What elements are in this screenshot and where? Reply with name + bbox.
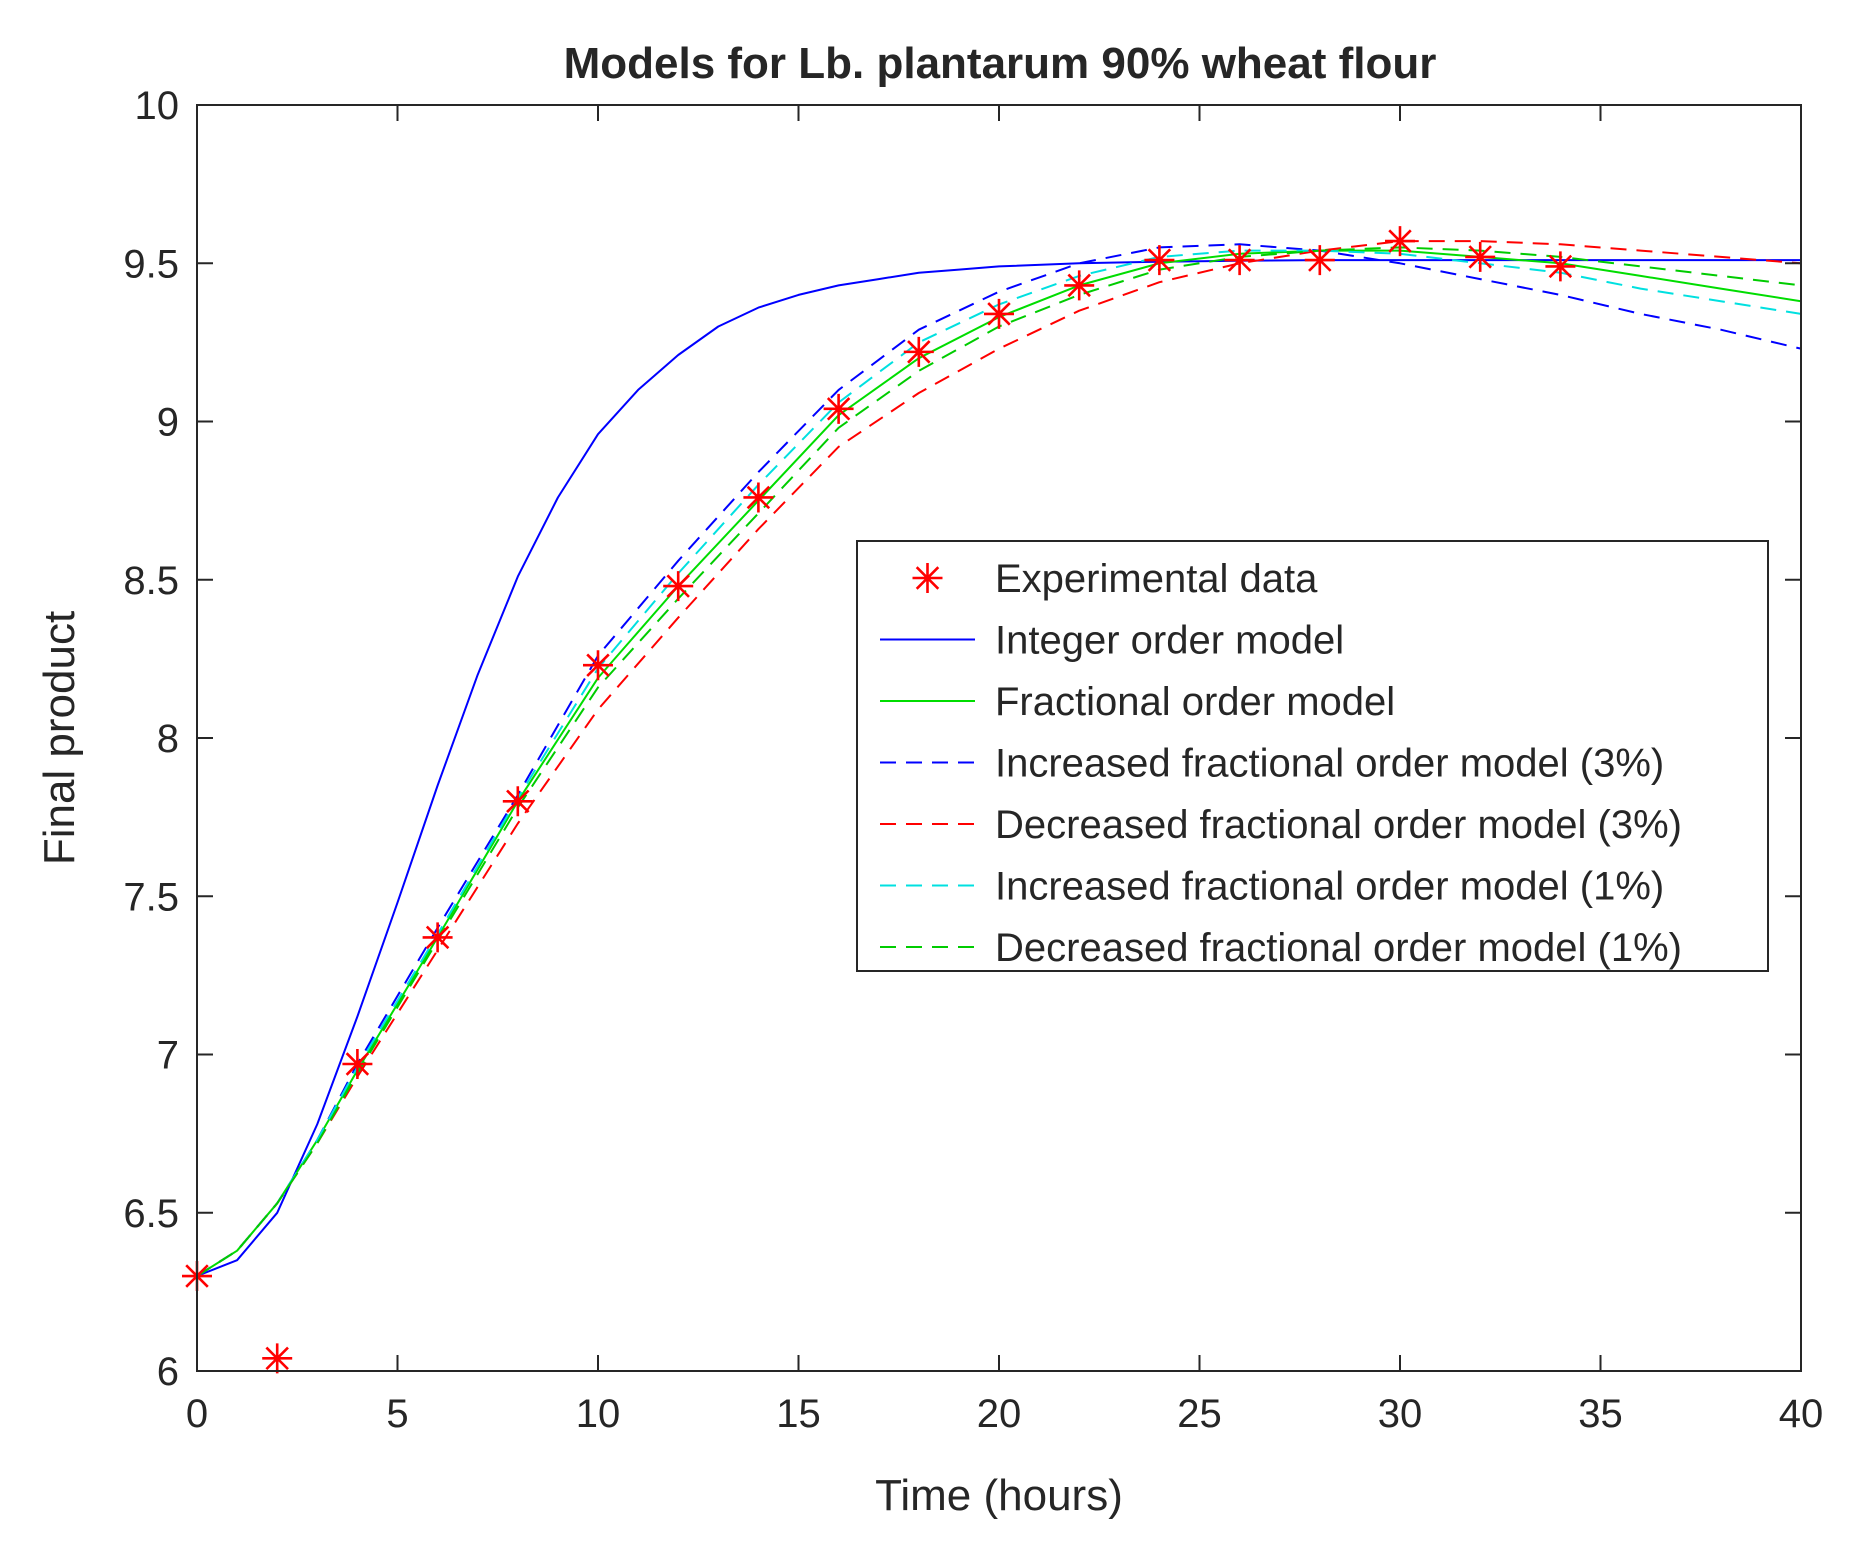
series-line-integer-order-model bbox=[197, 259, 1801, 1277]
legend: Experimental data Integer order model Frac… bbox=[856, 540, 1769, 972]
y-tick-label: 10 bbox=[135, 84, 180, 128]
legend-entry: Increased fractional order model (1%) bbox=[880, 865, 1664, 909]
legend-entry: Decreased fractional order model (1%) bbox=[880, 926, 1682, 970]
legend-label: Decreased fractional order model (1%) bbox=[995, 926, 1682, 970]
x-tick-label: 0 bbox=[186, 1392, 208, 1436]
data-point bbox=[342, 1048, 373, 1079]
data-point bbox=[583, 650, 613, 681]
tick-layer: 0 5 10 15 20 25 30 35 40 6 6.5 7 7.5 8 8.5 9 9.5 10 bbox=[123, 84, 1823, 1436]
data-point bbox=[903, 336, 934, 367]
legend-marker bbox=[912, 563, 943, 593]
legend-entry: Integer order model bbox=[880, 619, 1344, 663]
legend-label: Decreased fractional order model (3%) bbox=[995, 803, 1682, 847]
y-tick-label: 8.5 bbox=[123, 559, 179, 603]
data-point bbox=[1545, 251, 1576, 282]
y-tick-label: 8 bbox=[157, 717, 179, 761]
data-point bbox=[1385, 226, 1415, 257]
y-tick-label: 6.5 bbox=[123, 1192, 179, 1236]
x-axis-label: Time (hours) bbox=[875, 1471, 1123, 1520]
data-point bbox=[502, 786, 533, 817]
data-point bbox=[262, 1343, 293, 1374]
legend-label: Fractional order model bbox=[995, 680, 1395, 724]
data-point bbox=[1465, 241, 1496, 272]
data-point bbox=[984, 298, 1014, 329]
data-point bbox=[1304, 245, 1335, 276]
legend-entry: Decreased fractional order model (3%) bbox=[880, 803, 1682, 847]
legend-box bbox=[856, 540, 1769, 972]
data-point bbox=[743, 482, 774, 513]
x-tick-label: 15 bbox=[776, 1392, 821, 1436]
legend-entry: Experimental data bbox=[912, 557, 1318, 601]
data-point bbox=[823, 393, 854, 424]
x-tick-label: 20 bbox=[977, 1392, 1022, 1436]
data-point bbox=[1224, 245, 1255, 276]
marker-layer bbox=[182, 226, 1576, 1374]
legend-entry: Increased fractional order model (3%) bbox=[880, 742, 1664, 786]
legend-label: Integer order model bbox=[995, 619, 1344, 663]
data-point bbox=[1064, 270, 1095, 301]
x-tick-label: 25 bbox=[1177, 1392, 1222, 1436]
y-tick-label: 9.5 bbox=[123, 242, 179, 286]
legend-label: Experimental data bbox=[995, 557, 1318, 601]
x-tick-label: 30 bbox=[1378, 1392, 1423, 1436]
series-line-increased-fractional-order-model-3 bbox=[197, 243, 1801, 1277]
data-point bbox=[422, 922, 453, 953]
y-tick-label: 9 bbox=[157, 401, 179, 445]
series-line-decreased-fractional-order-model-3 bbox=[197, 240, 1801, 1277]
series-line-increased-fractional-order-model-1 bbox=[197, 249, 1801, 1277]
legend-entry: Fractional order model bbox=[880, 680, 1395, 724]
x-tick-label: 5 bbox=[386, 1392, 408, 1436]
legend-label: Increased fractional order model (1%) bbox=[995, 865, 1664, 909]
y-tick-label: 7 bbox=[157, 1034, 179, 1078]
x-tick-label: 40 bbox=[1779, 1392, 1824, 1436]
chart-title: Models for Lb. plantarum 90% wheat flour bbox=[564, 39, 1437, 88]
x-tick-label: 35 bbox=[1578, 1392, 1623, 1436]
data-point bbox=[1144, 245, 1175, 276]
data-point bbox=[663, 571, 694, 602]
legend-label: Increased fractional order model (3%) bbox=[995, 742, 1664, 786]
y-tick-label: 6 bbox=[157, 1350, 179, 1394]
y-tick-label: 7.5 bbox=[123, 875, 179, 919]
y-axis-label: Final product bbox=[35, 611, 84, 865]
x-tick-label: 10 bbox=[576, 1392, 621, 1436]
series-line-decreased-fractional-order-model-1 bbox=[197, 246, 1801, 1277]
